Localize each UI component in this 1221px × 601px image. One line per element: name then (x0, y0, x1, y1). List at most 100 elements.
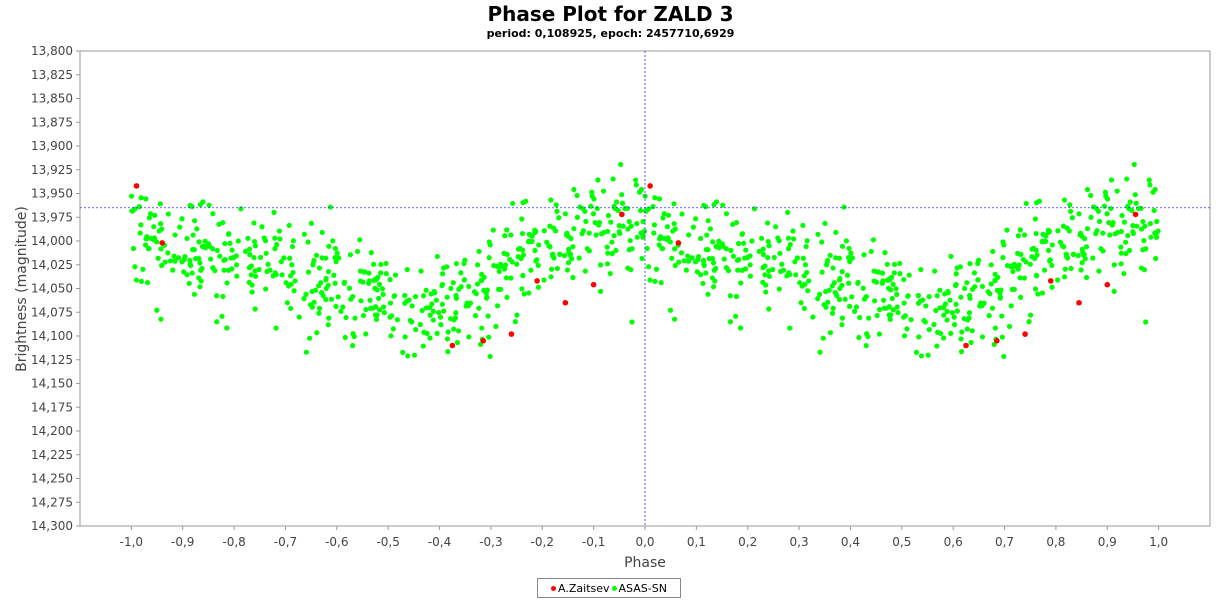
asas-sn-point (661, 235, 667, 242)
asas-sn-point (824, 259, 830, 265)
asas-sn-point (296, 314, 302, 320)
asas-sn-point (199, 265, 205, 272)
asas-sn-point (370, 261, 377, 267)
asas-sn-point (785, 235, 792, 241)
asas-sn-point (990, 248, 996, 255)
asas-sn-point (1084, 226, 1091, 232)
asas-sn-point (571, 226, 577, 232)
asas-sn-point (830, 305, 836, 311)
asas-sn-point (1004, 227, 1010, 233)
y-tick-label: 14,275 (31, 495, 73, 509)
asas-sn-point (988, 281, 994, 287)
asas-sn-point (592, 220, 598, 226)
asas-sn-point (1033, 230, 1039, 237)
asas-sn-point (638, 230, 644, 236)
asas-sn-point (553, 228, 559, 234)
asas-sn-point (281, 255, 287, 261)
asas-sn-point (334, 250, 340, 256)
asas-sn-point (961, 285, 968, 292)
asas-sn-point (332, 245, 338, 252)
asas-sn-point (1096, 218, 1103, 225)
asas-sn-point (787, 241, 793, 248)
asas-sn-point (1147, 182, 1153, 188)
asas-sn-point (901, 277, 907, 283)
asas-sn-point (196, 239, 202, 245)
asas-sn-point (1118, 261, 1124, 267)
asas-sn-point (776, 286, 782, 292)
asas-sn-point (423, 305, 430, 311)
asas-sn-point (1133, 200, 1139, 206)
asas-sn-point (932, 268, 938, 274)
asas-sn-point (561, 252, 568, 259)
asas-sn-point (806, 278, 812, 284)
asas-sn-point (380, 291, 386, 297)
asas-sn-point (451, 326, 457, 332)
asas-sn-point (418, 268, 424, 274)
asas-sn-point (143, 196, 149, 202)
asas-sn-point (707, 226, 714, 232)
asas-sn-point (306, 335, 313, 341)
asas-sn-point (1043, 233, 1049, 239)
asas-sn-point (532, 247, 538, 254)
asas-sn-point (1027, 261, 1033, 267)
asas-sn-point (1000, 239, 1006, 245)
asas-sn-point (520, 272, 526, 278)
asas-sn-point (944, 317, 950, 323)
asas-sn-point (136, 204, 142, 210)
asas-sn-point (148, 235, 154, 242)
asas-sn-point (890, 307, 896, 313)
asas-sn-point (221, 267, 227, 273)
asas-sn-point (439, 281, 446, 288)
asas-sn-point (132, 264, 138, 270)
x-tick-label: -0,7 (274, 535, 297, 549)
asas-sn-point (605, 250, 611, 256)
asas-sn-point (1134, 223, 1140, 229)
asas-sn-point (190, 232, 196, 238)
asas-sn-point (1032, 216, 1038, 222)
asas-sn-point (934, 343, 940, 349)
asas-sn-point (1078, 267, 1084, 273)
asas-sn-point (685, 258, 692, 264)
asas-sn-point (681, 258, 687, 264)
asas-sn-point (739, 231, 746, 237)
asas-sn-point (514, 312, 520, 318)
asas-sn-point (347, 252, 353, 258)
asas-sn-point (485, 313, 491, 319)
asas-sn-point (570, 274, 576, 281)
asas-sn-point (937, 287, 943, 293)
asas-sn-point (214, 247, 220, 254)
asas-sn-point (698, 272, 704, 278)
asas-sn-point (289, 262, 295, 268)
asas-sn-point (389, 313, 395, 319)
asas-sn-point (227, 240, 233, 246)
asas-sn-point (671, 221, 677, 227)
asas-sn-point (604, 244, 610, 250)
asas-sn-point (964, 326, 970, 332)
asas-sn-point (1140, 218, 1146, 225)
asas-sn-point (1079, 246, 1085, 252)
asas-sn-point (271, 209, 277, 215)
asas-sn-point (357, 237, 363, 243)
asas-sn-point (926, 327, 932, 333)
asas-sn-point (330, 238, 336, 244)
asas-sn-point (257, 254, 264, 261)
asas-sn-point (953, 271, 959, 277)
asas-sn-point (902, 313, 908, 319)
y-tick-label: 14,300 (31, 519, 73, 533)
asas-sn-point (1006, 323, 1013, 330)
asas-sn-point (738, 280, 744, 286)
asas-sn-point (665, 237, 671, 243)
asas-sn-point (374, 316, 380, 322)
asas-sn-point (474, 262, 481, 268)
asas-sn-point (462, 257, 468, 263)
asas-sn-point (897, 271, 903, 277)
asas-sn-point (926, 294, 932, 300)
asas-sn-point (562, 211, 568, 217)
asas-sn-point (509, 259, 515, 265)
asas-sn-point (1061, 197, 1068, 203)
asas-sn-point (409, 303, 415, 309)
asas-sn-point (1039, 290, 1045, 296)
asas-sn-point (915, 292, 921, 299)
asas-sn-point (181, 269, 187, 275)
asas-sn-point (595, 177, 601, 183)
